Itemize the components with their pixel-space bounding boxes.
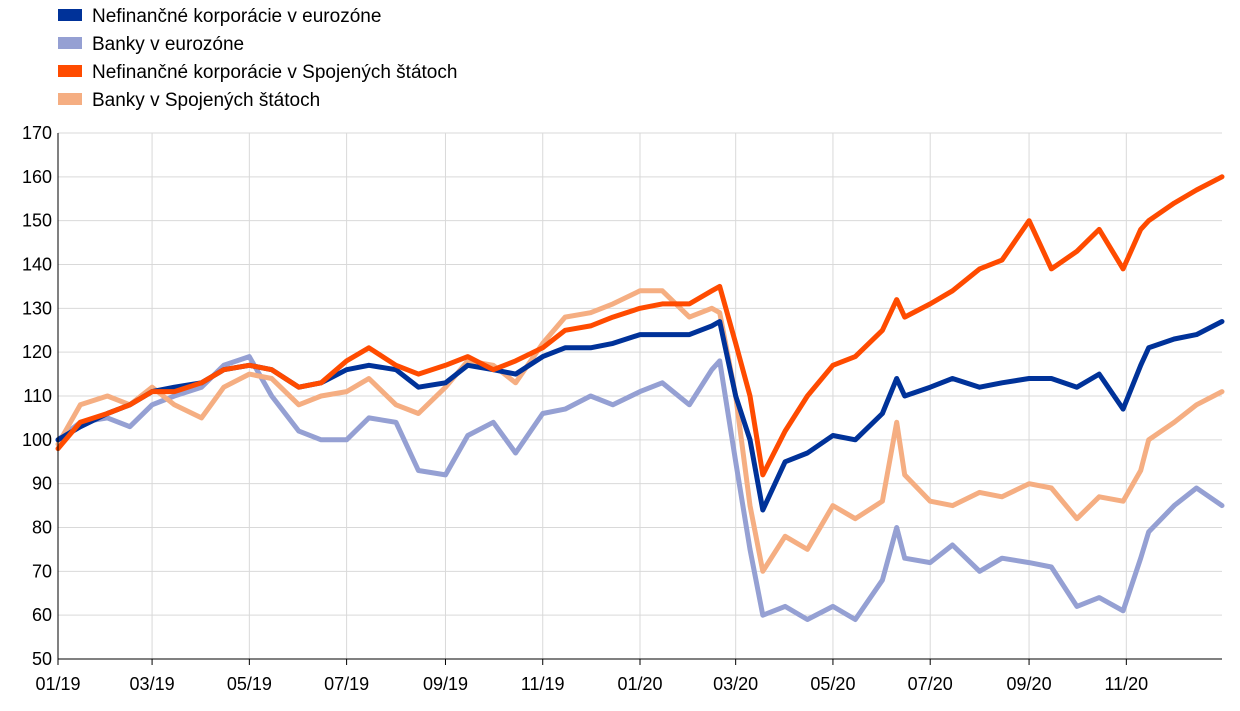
- y-tick-label: 80: [32, 518, 52, 538]
- gridlines: [58, 132, 1222, 660]
- x-tick-label: 01/20: [617, 674, 662, 694]
- x-tick-label: 07/20: [908, 674, 953, 694]
- y-tick-label: 50: [32, 649, 52, 669]
- x-tick-label: 01/19: [35, 674, 80, 694]
- series-line-1: [55, 354, 1225, 622]
- legend-swatch-2: [58, 65, 82, 77]
- legend-swatch-3: [58, 93, 82, 105]
- legend-swatch-0: [58, 9, 82, 21]
- y-tick-label: 60: [32, 605, 52, 625]
- y-tick-label: 70: [32, 561, 52, 581]
- x-tick-label: 09/19: [423, 674, 468, 694]
- x-tick-label: 07/19: [324, 674, 369, 694]
- x-tick-label: 05/19: [227, 674, 272, 694]
- y-tick-label: 160: [22, 167, 52, 187]
- y-tick-label: 170: [22, 123, 52, 143]
- y-tick-label: 140: [22, 255, 52, 275]
- x-tick-label: 09/20: [1007, 674, 1052, 694]
- y-tick-label: 120: [22, 342, 52, 362]
- series-lines: [55, 174, 1225, 622]
- x-tick-label: 03/19: [130, 674, 175, 694]
- legend-label-0: Nefinančné korporácie v eurozóne: [92, 6, 381, 27]
- y-tick-label: 90: [32, 474, 52, 494]
- legend-swatch-1: [58, 37, 82, 49]
- series-line-3: [55, 288, 1225, 574]
- y-tick-label: 110: [23, 386, 52, 406]
- series-line-2: [55, 174, 1225, 478]
- x-tick-label: 11/20: [1104, 674, 1148, 694]
- legend: Nefinančné korporácie v eurozóne Banky v …: [58, 6, 457, 111]
- x-tick-label: 11/19: [521, 674, 565, 694]
- y-tick-label: 100: [22, 430, 52, 450]
- y-tick-label: 130: [22, 298, 52, 318]
- x-tick-label: 03/20: [713, 674, 758, 694]
- x-tick-label: 05/20: [810, 674, 855, 694]
- legend-label-2: Nefinančné korporácie v Spojených štátoc…: [92, 62, 457, 83]
- legend-label-1: Banky v eurozóne: [92, 34, 244, 55]
- y-tick-label: 150: [22, 211, 52, 231]
- legend-label-3: Banky v Spojených štátoch: [92, 90, 320, 111]
- axes: 50 60 70 80 90 100 110 120 130 140 150 160 170 01/19 0…: [22, 123, 1222, 694]
